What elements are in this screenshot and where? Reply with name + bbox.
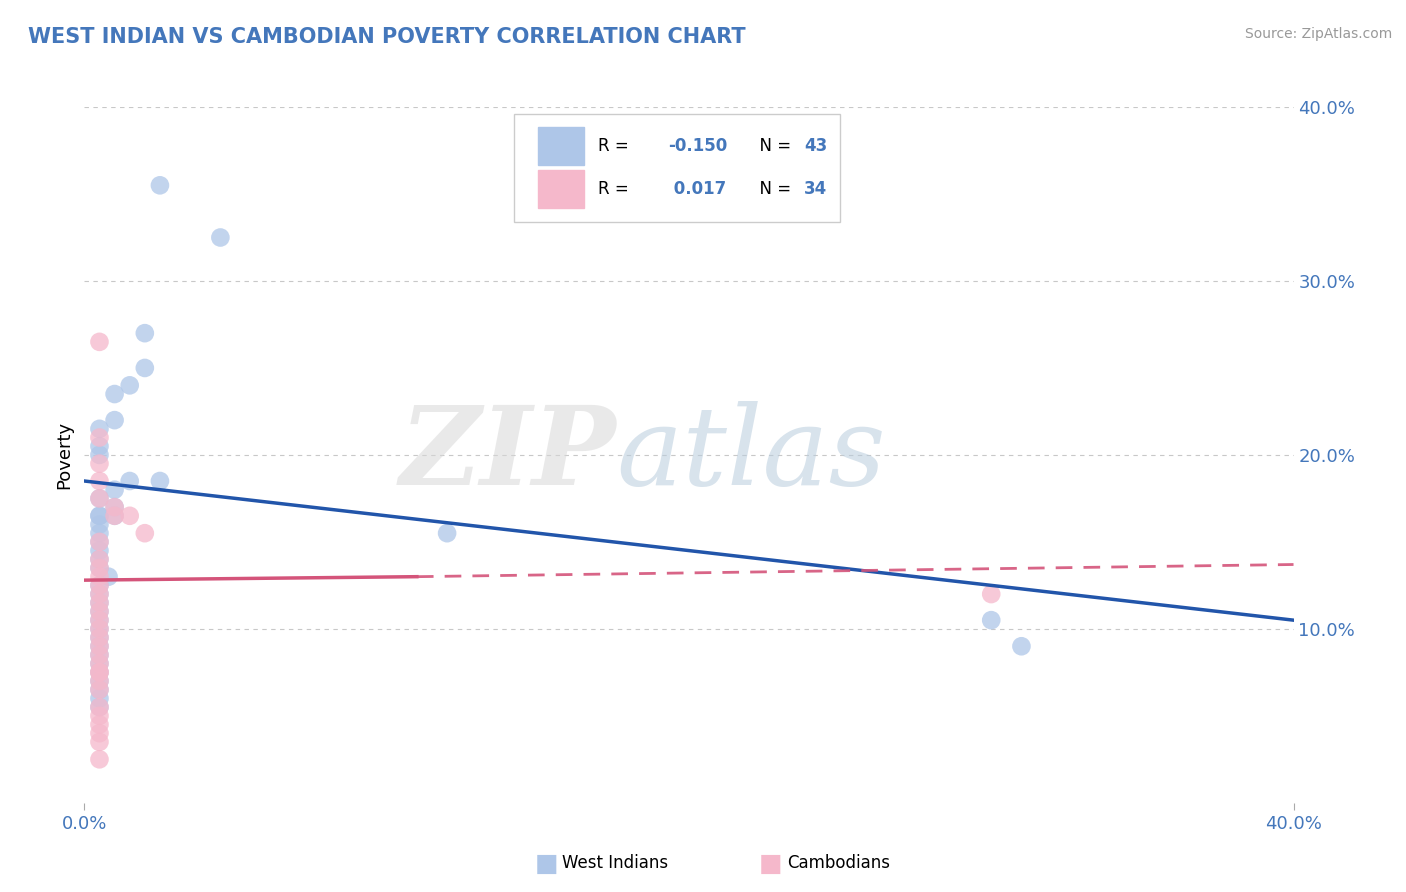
Text: ■: ■	[534, 852, 558, 875]
Point	[97, 570, 120, 584]
Point	[89, 726, 111, 740]
Point	[149, 474, 172, 488]
Text: -0.150: -0.150	[668, 136, 728, 154]
Point	[89, 682, 111, 697]
Text: N =: N =	[749, 180, 797, 198]
Point	[89, 622, 111, 636]
Point	[89, 657, 111, 671]
Point	[89, 682, 111, 697]
Point	[89, 561, 111, 575]
Point	[89, 648, 111, 662]
Text: N =: N =	[749, 136, 797, 154]
Point	[89, 587, 111, 601]
Point	[89, 700, 111, 714]
Text: 34: 34	[804, 180, 827, 198]
Point	[89, 474, 111, 488]
Point	[89, 700, 111, 714]
Point	[89, 596, 111, 610]
Point	[89, 508, 111, 523]
Text: 43: 43	[804, 136, 827, 154]
Point	[89, 491, 111, 506]
Point	[89, 334, 111, 349]
Point	[89, 534, 111, 549]
Point	[89, 422, 111, 436]
Point	[104, 500, 127, 514]
Point	[89, 639, 111, 653]
Y-axis label: Poverty: Poverty	[55, 421, 73, 489]
Text: ZIP: ZIP	[399, 401, 616, 508]
Text: R =: R =	[599, 136, 634, 154]
Point	[104, 413, 127, 427]
Point	[89, 752, 111, 766]
Point	[104, 508, 127, 523]
Point	[89, 526, 111, 541]
Point	[89, 613, 111, 627]
Point	[89, 691, 111, 706]
Point	[89, 708, 111, 723]
Bar	[538, 170, 583, 209]
Point	[89, 674, 111, 689]
Point	[89, 596, 111, 610]
Point	[209, 230, 232, 244]
Point	[89, 534, 111, 549]
Point	[89, 561, 111, 575]
Point	[89, 543, 111, 558]
Point	[980, 587, 1002, 601]
Point	[436, 526, 458, 541]
Point	[104, 483, 127, 497]
Point	[980, 613, 1002, 627]
Point	[134, 526, 156, 541]
Point	[89, 665, 111, 680]
Point	[89, 622, 111, 636]
Point	[89, 578, 111, 592]
Point	[149, 178, 172, 193]
FancyBboxPatch shape	[513, 114, 841, 222]
Point	[89, 508, 111, 523]
Point	[89, 674, 111, 689]
Point	[89, 657, 111, 671]
Point	[89, 605, 111, 619]
Text: Source: ZipAtlas.com: Source: ZipAtlas.com	[1244, 27, 1392, 41]
Point	[89, 570, 111, 584]
Point	[89, 457, 111, 471]
Text: WEST INDIAN VS CAMBODIAN POVERTY CORRELATION CHART: WEST INDIAN VS CAMBODIAN POVERTY CORRELA…	[28, 27, 745, 46]
Point	[89, 717, 111, 731]
Point	[118, 378, 141, 392]
Point	[89, 578, 111, 592]
Point	[89, 648, 111, 662]
Point	[104, 387, 127, 401]
Point	[118, 508, 141, 523]
Point	[89, 631, 111, 645]
Point	[89, 665, 111, 680]
Text: R =: R =	[599, 180, 634, 198]
Point	[89, 613, 111, 627]
Text: atlas: atlas	[616, 401, 886, 508]
Text: Cambodians: Cambodians	[787, 855, 890, 872]
Point	[89, 552, 111, 566]
Point	[134, 326, 156, 340]
Point	[89, 491, 111, 506]
Point	[89, 631, 111, 645]
Text: 0.017: 0.017	[668, 180, 727, 198]
Point	[134, 360, 156, 375]
Text: West Indians: West Indians	[562, 855, 668, 872]
Point	[89, 552, 111, 566]
Point	[89, 665, 111, 680]
Point	[104, 500, 127, 514]
Point	[104, 508, 127, 523]
Point	[1011, 639, 1033, 653]
Point	[89, 517, 111, 532]
Point	[118, 474, 141, 488]
Point	[89, 439, 111, 453]
Point	[89, 431, 111, 445]
Point	[89, 605, 111, 619]
Point	[89, 587, 111, 601]
Point	[89, 639, 111, 653]
Text: ■: ■	[759, 852, 783, 875]
Point	[89, 448, 111, 462]
Point	[89, 735, 111, 749]
Bar	[538, 127, 583, 165]
